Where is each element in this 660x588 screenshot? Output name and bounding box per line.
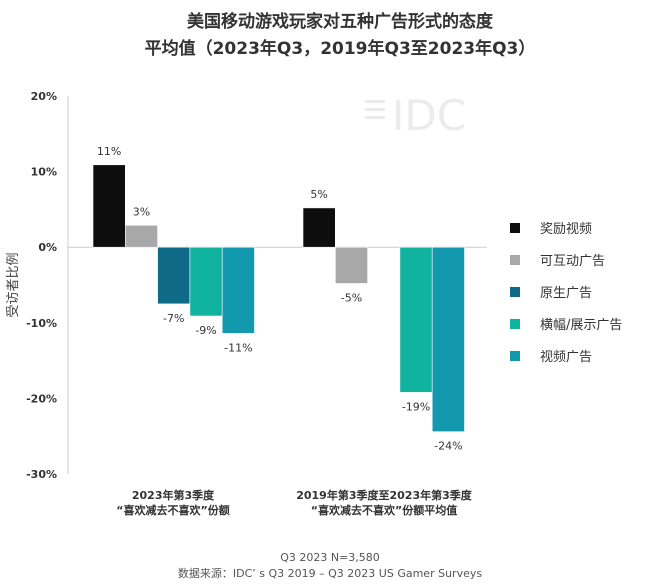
category-label: “喜欢减去不喜欢”份额平均值 — [311, 503, 457, 517]
legend-label: 奖励视频 — [540, 222, 592, 237]
legend-label: 可互动广告 — [540, 254, 605, 269]
chart-subtitle: 平均值（2023年Q3，2019年Q3至2023年Q3） — [145, 38, 536, 59]
bar — [157, 246, 191, 305]
legend-label: 原生广告 — [540, 286, 592, 301]
y-axis-label: 受访者比例 — [6, 252, 21, 317]
bar — [431, 246, 465, 432]
legend-swatch — [510, 351, 520, 361]
category-label: 2023年第3季度 — [132, 488, 215, 502]
svg-text:IDC: IDC — [392, 91, 466, 140]
data-label: -7% — [163, 312, 184, 325]
idc-watermark: IDC — [365, 91, 466, 140]
y-tick-label: 0% — [38, 241, 57, 254]
bar — [189, 246, 223, 317]
source-note: 数据来源：IDC’ s Q3 2019 – Q3 2023 US Gamer S… — [178, 566, 482, 580]
y-tick-label: 10% — [31, 166, 57, 179]
data-label: 3% — [133, 205, 150, 218]
legend-label: 横幅/展示广告 — [540, 318, 622, 333]
data-label: 11% — [97, 145, 121, 158]
bar — [92, 164, 126, 248]
category-label: 2019年第3季度至2023年第3季度 — [296, 488, 473, 502]
legend-swatch — [510, 287, 520, 297]
y-tick-label: -20% — [26, 392, 57, 405]
category-label: “喜欢减去不喜欢”份额 — [116, 503, 229, 517]
legend-swatch — [510, 319, 520, 329]
bar — [125, 224, 158, 248]
y-tick-label: -10% — [26, 317, 57, 330]
data-label: -11% — [224, 341, 252, 354]
data-label: 5% — [310, 188, 327, 201]
chart-title: 美国移动游戏玩家对五种广告形式的态度 — [187, 11, 494, 32]
legend-swatch — [510, 255, 520, 265]
data-label: -19% — [402, 400, 430, 413]
footnote: Q3 2023 N=3,580 — [280, 551, 380, 564]
y-tick-label: 20% — [31, 90, 57, 103]
legend-swatch — [510, 223, 520, 233]
bar — [334, 246, 368, 284]
bar — [399, 246, 433, 393]
data-label: -9% — [195, 324, 216, 337]
bar — [302, 207, 336, 248]
data-label: -24% — [434, 440, 462, 453]
data-label: -5% — [341, 291, 362, 304]
legend-label: 视频广告 — [540, 350, 592, 365]
bar — [221, 246, 255, 334]
y-tick-label: -30% — [26, 468, 57, 481]
